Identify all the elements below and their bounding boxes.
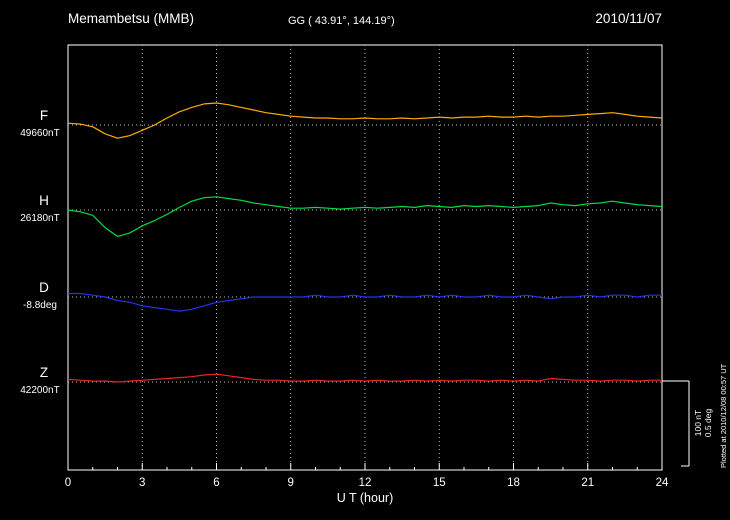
x-axis-label: U T (hour) bbox=[337, 491, 394, 505]
trace-H bbox=[67, 196, 663, 237]
trace-F bbox=[67, 102, 663, 139]
traces bbox=[67, 102, 663, 383]
scale-label-deg: 0.5 deg bbox=[703, 409, 713, 438]
series-baseline-value-H: 26180nT bbox=[20, 213, 59, 224]
x-tick-label: 0 bbox=[65, 477, 71, 489]
plotted-at-note: Plotted at 2010/12/08 00:57 UT bbox=[719, 363, 728, 468]
scale-label-nt: 100 nT bbox=[693, 410, 703, 436]
trace-Z bbox=[67, 373, 662, 383]
x-tick-label: 24 bbox=[656, 477, 669, 489]
scale-bar: 100 nT 0.5 deg bbox=[662, 380, 713, 467]
series-letter-F: F bbox=[40, 108, 48, 123]
series-baseline-value-F: 49660nT bbox=[20, 128, 59, 139]
x-tick-label: 6 bbox=[213, 477, 219, 489]
geographic-coords: GG ( 43.91°, 144.19°) bbox=[288, 15, 395, 27]
series-letter-D: D bbox=[39, 280, 49, 295]
x-tick-label: 3 bbox=[139, 477, 145, 489]
series-labels: F 49660nT H 26180nT D -8.8deg Z 42200nT bbox=[20, 108, 59, 396]
plot-date: 2010/11/07 bbox=[595, 11, 662, 26]
x-tick-label: 18 bbox=[507, 477, 520, 489]
x-ticks bbox=[67, 463, 663, 470]
x-tick-label: 9 bbox=[288, 477, 294, 489]
x-tick-label: 12 bbox=[359, 477, 372, 489]
x-tick-label: 15 bbox=[433, 477, 446, 489]
series-letter-Z: Z bbox=[40, 365, 48, 380]
series-baseline-value-Z: 42200nT bbox=[20, 385, 59, 396]
x-tick-labels: 0 3 6 9 12 15 18 21 24 bbox=[65, 477, 669, 489]
series-baseline-value-D: -8.8deg bbox=[23, 300, 57, 311]
x-tick-label: 21 bbox=[581, 477, 594, 489]
grid bbox=[68, 45, 662, 470]
trace-D bbox=[68, 292, 662, 312]
station-title: Memambetsu (MMB) bbox=[68, 11, 194, 26]
series-letter-H: H bbox=[39, 193, 49, 208]
